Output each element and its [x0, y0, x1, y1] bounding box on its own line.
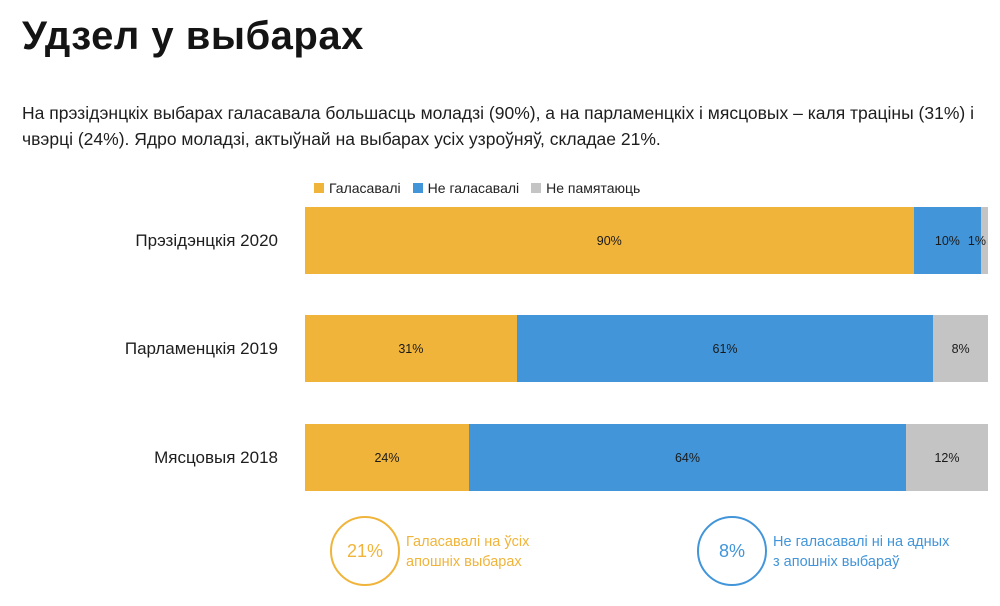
- segment-voted: 31%: [305, 315, 517, 382]
- segment-not-voted: 64%: [468, 424, 907, 491]
- callout-text-not-voted-any: Не галасавалі ні на адных з апошніх выба…: [773, 532, 949, 572]
- callout-circle-not-voted-any: 8%: [697, 516, 767, 586]
- legend-swatch-not-voted: [412, 183, 423, 193]
- segment-not-voted: 10%: [913, 207, 982, 274]
- segment-voted: 24%: [305, 424, 469, 491]
- legend-label-not-voted: Не галасавалі: [427, 180, 520, 196]
- segment-dont-remember: 1%: [968, 207, 988, 274]
- callout-line: апошніх выбарах: [406, 554, 522, 570]
- page-title: Удзел у выбарах: [22, 14, 364, 58]
- callout-circle-voted-all: 21%: [330, 516, 400, 586]
- legend-item-dont-remember: Не памятаюць: [531, 180, 640, 196]
- row-label-parliamentary: Парламенцкія 2019: [124, 339, 278, 358]
- callout-text-voted-all: Галасавалі на ўсіх апошніх выбарах: [406, 532, 529, 572]
- legend-swatch-voted: [314, 183, 324, 193]
- callout-line: з апошніх выбараў: [773, 554, 900, 570]
- row-label-presidential: Прэзідэнцкія 2020: [135, 231, 278, 250]
- page-subtitle: На прэзідэнцкіх выбарах галасавала больш…: [22, 103, 974, 149]
- row-label-local: Мясцовыя 2018: [154, 448, 278, 467]
- segment-label: 1%: [967, 233, 986, 248]
- legend-swatch-dont-remember: [531, 183, 542, 193]
- segment-dont-remember: 8%: [933, 315, 988, 382]
- segment-dont-remember: 12%: [906, 424, 988, 491]
- bar-row-parliamentary: 31% 61% 8%: [305, 315, 988, 382]
- legend-item-voted: Галасавалі: [314, 180, 401, 196]
- callout-line: Не галасавалі ні на адных: [773, 534, 950, 550]
- legend-label-dont-remember: Не памятаюць: [546, 180, 641, 196]
- segment-voted: 90%: [305, 207, 914, 274]
- callout-line: Галасавалі на ўсіх: [406, 534, 530, 550]
- bar-row-local: 24% 64% 12%: [305, 424, 988, 491]
- legend-item-not-voted: Не галасавалі: [412, 180, 520, 196]
- chart-legend: Галасавалі Не галасавалі Не памятаюць: [314, 180, 640, 196]
- legend-label-voted: Галасавалі: [329, 180, 401, 196]
- segment-not-voted: 61%: [516, 315, 934, 382]
- bar-row-presidential: 90% 10% 1%: [305, 207, 988, 274]
